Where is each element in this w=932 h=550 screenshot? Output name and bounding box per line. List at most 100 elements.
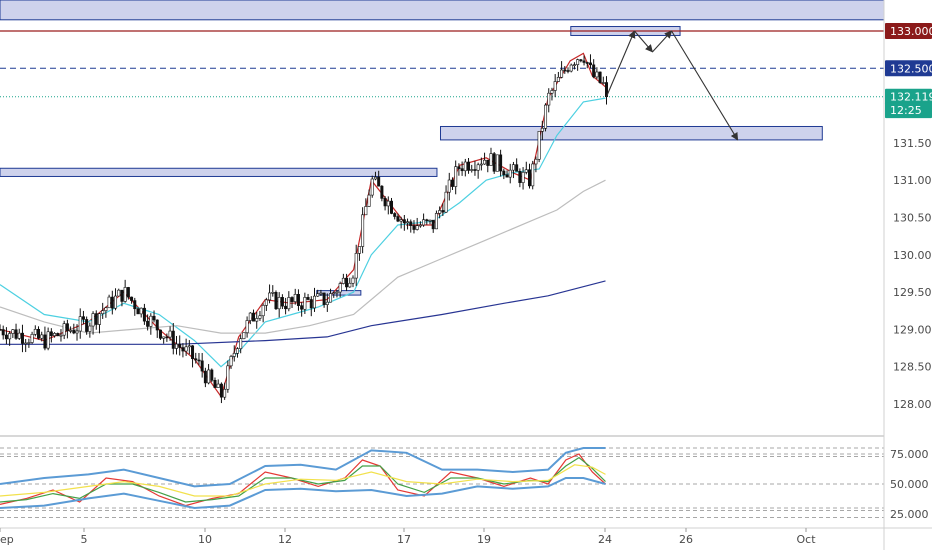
price-tag-bg [885, 60, 932, 77]
horizontal-lines-layer [0, 30, 884, 98]
candle [605, 76, 609, 105]
time-tick-label: 17 [397, 533, 411, 546]
candle-body [232, 353, 236, 357]
candle-body [271, 292, 275, 294]
candle [354, 244, 358, 286]
candle [457, 163, 461, 176]
candle-body [560, 69, 564, 78]
candle-body [274, 292, 278, 310]
candle [396, 213, 400, 223]
candle [390, 197, 394, 215]
candle [46, 327, 50, 351]
candle-body [319, 292, 323, 295]
candle [383, 196, 387, 211]
candle-body [309, 299, 313, 309]
candle [4, 327, 8, 345]
candle [470, 164, 474, 173]
resistance-top-zone[interactable] [0, 0, 885, 21]
candle [518, 168, 522, 188]
price-tag-bg [885, 23, 932, 39]
candle [309, 296, 313, 317]
candle [361, 207, 365, 254]
candle-body [521, 171, 525, 183]
candle-body [146, 320, 150, 327]
candle [62, 320, 66, 340]
candle [126, 286, 130, 300]
candle-body [226, 365, 230, 390]
candle [226, 360, 230, 393]
price-pane[interactable] [0, 0, 885, 404]
candle [91, 311, 95, 335]
candle [406, 218, 410, 230]
candle [402, 214, 406, 231]
ma-slow-grey-line [0, 179, 606, 334]
candle [312, 287, 316, 312]
candle [576, 58, 580, 71]
candle [300, 302, 304, 317]
candle-body [425, 219, 429, 222]
candle [219, 382, 223, 404]
candle-body [43, 334, 47, 349]
candle-body [239, 338, 243, 349]
candle [550, 87, 554, 101]
candle-body [357, 246, 361, 254]
projection-segment-4[interactable] [671, 30, 739, 141]
candle-body [544, 104, 548, 129]
candle [200, 352, 204, 378]
price-tick-label: 129.500 [893, 286, 932, 299]
candle-body [563, 69, 567, 72]
zone-mid-zone[interactable] [439, 125, 823, 141]
candle [329, 288, 333, 303]
candle-body [242, 332, 246, 339]
candle [24, 338, 28, 353]
candle-body [0, 329, 2, 331]
candle [303, 292, 307, 314]
candle [133, 297, 137, 316]
price-tick-label: 128.000 [893, 398, 932, 411]
candle-body [367, 194, 371, 207]
candle-body [101, 310, 105, 314]
candle [162, 336, 166, 344]
candle-body [524, 169, 528, 173]
time-axis[interactable]: ep 5 10 12 17 19 24 26 Oct [0, 528, 816, 546]
candle-body [81, 316, 85, 320]
candle-body [69, 330, 73, 332]
candle [380, 185, 384, 202]
candle [264, 297, 268, 311]
candle [85, 316, 89, 335]
zone-left-zone[interactable] [0, 167, 438, 177]
candle [377, 170, 381, 187]
candle-body [277, 297, 281, 310]
candle [274, 290, 278, 310]
candle-body [162, 336, 166, 339]
candle-body [20, 332, 24, 344]
candle-body [351, 277, 355, 284]
candle-body [556, 76, 560, 82]
oscillator-axis[interactable]: 75.000 50.000 25.000 [890, 448, 929, 521]
candle-body [605, 82, 609, 98]
candle-body [569, 64, 573, 72]
candle [441, 203, 445, 217]
candle [229, 354, 233, 369]
candle [216, 379, 220, 388]
candle-body [216, 383, 220, 388]
projection-segment-1[interactable] [606, 30, 636, 97]
candle [184, 338, 188, 356]
ma-long-navy-line [0, 280, 606, 345]
candle [572, 62, 576, 70]
candle-body [252, 312, 256, 322]
projection-segment-3[interactable] [652, 30, 673, 53]
oscillator-series [0, 447, 606, 510]
candle-body [203, 370, 207, 384]
oscillator-pane[interactable] [0, 447, 884, 518]
candle-body [136, 308, 140, 315]
candle-body [75, 330, 79, 334]
projection-segment-2[interactable] [634, 30, 653, 53]
price-axis[interactable]: 133.000 132.500 131.500 131.000 130.500 130.0… [893, 25, 932, 411]
candle-body [370, 178, 374, 196]
candle-body [457, 166, 461, 169]
candle [123, 279, 127, 303]
candle-body [197, 359, 201, 362]
candle-body [527, 169, 531, 187]
